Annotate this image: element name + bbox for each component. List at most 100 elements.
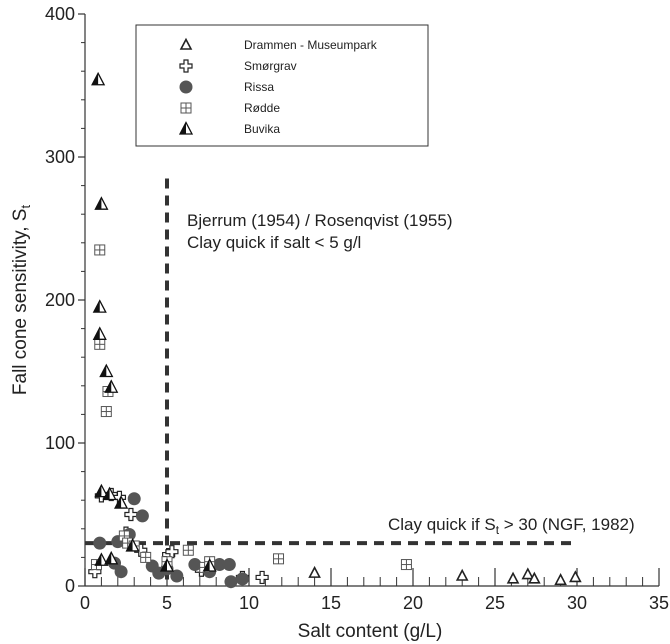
x-tick-label: 5 [162, 593, 172, 613]
data-point [102, 486, 117, 501]
marker-shape [100, 365, 107, 377]
marker-shape [222, 558, 236, 572]
y-axis-title-main: Fall cone sensitivity, S [10, 209, 31, 396]
marker-shape [188, 558, 202, 572]
data-point [554, 573, 567, 586]
data-point [91, 71, 106, 86]
data-point [94, 552, 109, 566]
marker-shape [170, 569, 184, 583]
marker-shape [92, 73, 99, 85]
data-point [94, 483, 109, 498]
data-point [114, 565, 128, 579]
marker-shape [105, 380, 112, 393]
marker-shape [179, 80, 193, 94]
data-point [124, 507, 138, 522]
data-point [188, 558, 202, 572]
x-tick-label: 10 [239, 593, 259, 613]
data-point [125, 538, 140, 552]
ngf-annotation: Clay quick if St > 30 (NGF, 1982) [388, 515, 635, 537]
marker-shape [569, 570, 582, 583]
data-point [92, 299, 107, 313]
data-point [104, 379, 119, 393]
marker-shape [521, 567, 535, 580]
marker-shape [127, 492, 141, 506]
data-point [212, 558, 226, 572]
legend: Drammen - Museumpark Smørgrav Rissa Rødde Bu… [135, 24, 429, 147]
y-axis-title: Fall cone sensitivity, St [10, 205, 33, 396]
marker-shape [212, 558, 226, 572]
legend-label: Rissa [244, 80, 274, 94]
data-point [400, 559, 412, 571]
ngf-annotation-suffix: > 30 (NGF, 1982) [499, 515, 635, 534]
legend-marker [180, 102, 192, 114]
x-tick-label: 30 [567, 593, 587, 613]
data-point [100, 406, 112, 418]
series-buvika [91, 71, 217, 572]
marker-shape [124, 507, 138, 522]
bjerrum-annotation-line2: Clay quick if salt < 5 g/l [187, 233, 361, 252]
legend-label: Drammen - Museumpark [244, 38, 378, 52]
reference-lines [85, 178, 577, 586]
marker-shape [308, 565, 321, 578]
data-point [224, 575, 238, 589]
marker-shape [95, 197, 102, 210]
data-point [255, 570, 269, 585]
x-tick-label: 15 [321, 593, 341, 613]
marker-shape [455, 568, 469, 581]
series-drammen-museumpark [308, 565, 582, 586]
data-point [182, 544, 194, 556]
data-point [140, 551, 152, 563]
data-point [235, 572, 249, 586]
y-tick-label: 300 [45, 147, 75, 167]
marker-shape [103, 487, 110, 500]
marker-shape [93, 327, 100, 340]
data-points [88, 71, 582, 589]
data-point [104, 550, 119, 565]
marker-shape [93, 300, 100, 313]
ngf-annotation-prefix: Clay quick if S [388, 515, 496, 534]
marker-shape [179, 37, 193, 50]
marker-shape [203, 559, 210, 571]
marker-shape [161, 559, 167, 571]
marker-shape [255, 570, 269, 585]
data-point [308, 565, 321, 578]
legend-label: Buvika [244, 122, 280, 136]
legend-marker [179, 80, 193, 94]
marker-shape [95, 553, 102, 566]
y-tick-label: 0 [65, 576, 75, 596]
y-tick-label: 200 [45, 290, 75, 310]
marker-shape [180, 122, 186, 134]
data-point [170, 569, 184, 583]
marker-shape [554, 573, 567, 586]
axes: 0 100 200 300 400 0 5 10 15 20 25 30 35 [45, 4, 669, 613]
marker-shape [114, 565, 128, 579]
data-point [273, 553, 285, 565]
y-tick-label: 400 [45, 4, 75, 24]
data-point [165, 545, 179, 559]
data-point [222, 558, 236, 572]
annotations: Bjerrum (1954) / Rosenqvist (1955) Clay … [187, 211, 635, 537]
data-point [159, 558, 175, 572]
marker-shape [235, 572, 249, 586]
x-axis-title: Salt content (g/L) [298, 621, 443, 642]
data-point [94, 244, 106, 256]
marker-shape [528, 571, 541, 584]
x-tick-label: 35 [649, 593, 669, 613]
x-tick-label: 0 [80, 593, 90, 613]
bjerrum-annotation-line1: Bjerrum (1954) / Rosenqvist (1955) [187, 211, 453, 230]
marker-shape [95, 485, 102, 497]
data-point [521, 567, 535, 580]
marker-shape [126, 539, 133, 551]
data-point [528, 571, 541, 584]
data-point [93, 536, 107, 550]
data-point [135, 509, 149, 523]
data-point [92, 326, 107, 340]
marker-shape [165, 545, 179, 559]
ngf-annotation-subscript: t [496, 523, 500, 537]
x-tick-label: 25 [485, 593, 505, 613]
marker-shape [105, 552, 112, 564]
marker-shape [115, 496, 122, 509]
legend-marker [179, 59, 193, 73]
data-point [569, 570, 582, 583]
